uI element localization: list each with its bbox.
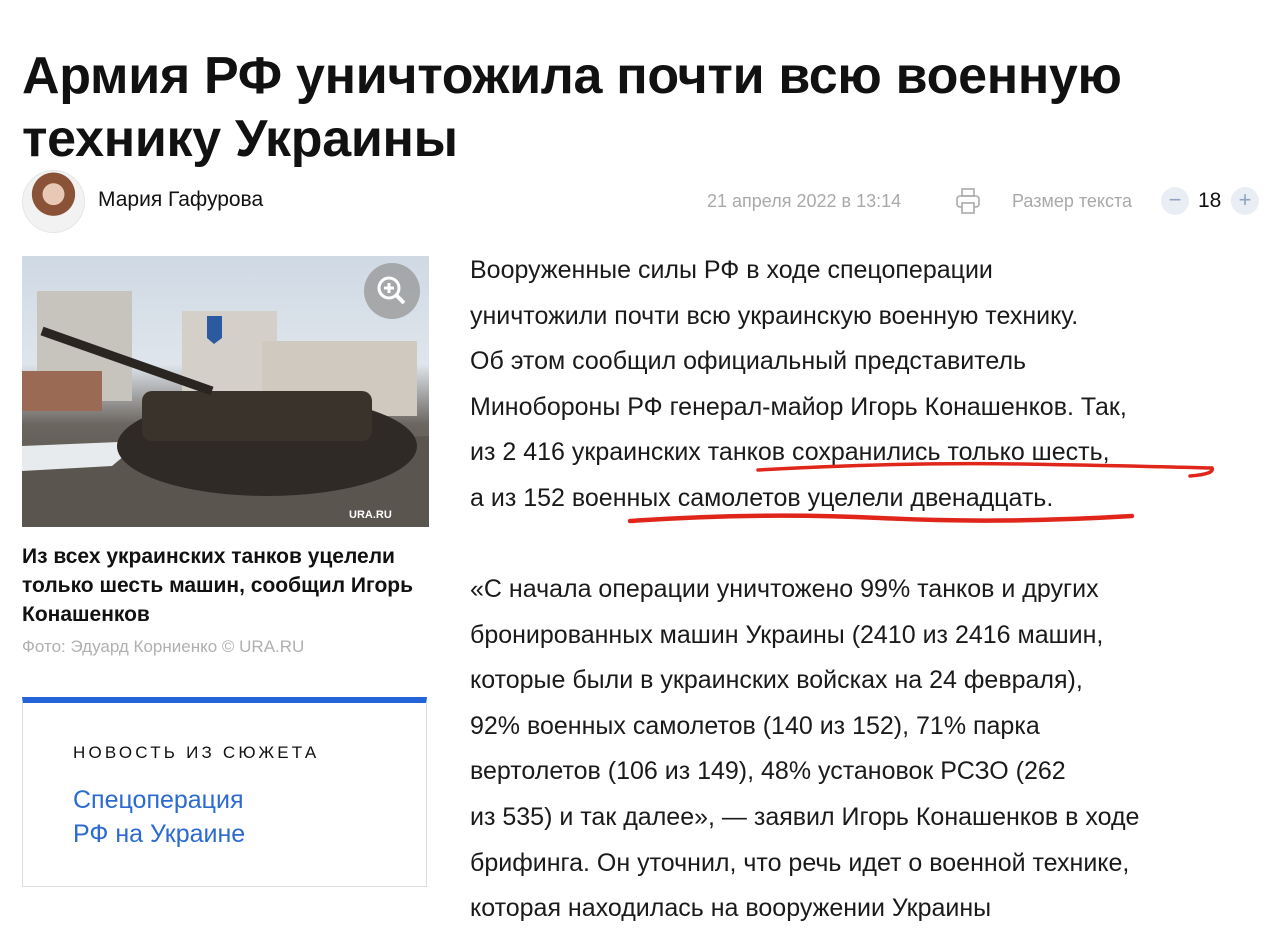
paragraph-line: вертолетов (106 из 149), 48% установок Р…	[470, 757, 1066, 786]
paragraph-line: «С начала операции уничтожено 99% танков…	[470, 575, 1099, 603]
paragraph-line: которые были в украинских войсках на 24 …	[470, 666, 1083, 695]
paragraph-line: 92% военных самолетов (140 из 152), 71% …	[470, 711, 1040, 740]
red-underline-planes	[627, 513, 1135, 524]
paragraph-line: уничтожили почти всю украинскую военную …	[470, 301, 1079, 330]
print-icon[interactable]	[955, 187, 981, 215]
photo-credit: Фото: Эдуард Корниенко © URA.RU	[22, 637, 305, 656]
text-size-label: Размер текста	[1012, 191, 1133, 211]
paragraph-line: Вооруженные силы РФ в ходе спецоперации	[470, 256, 993, 284]
publish-date: 21 апреля 2022 в 13:14	[707, 191, 902, 211]
story-link-line[interactable]: Спецоперация	[73, 786, 244, 814]
paragraph-line: Об этом сообщил официальный представител…	[470, 347, 1027, 376]
paragraph-line: а из 152 военных самолетов уцелели двена…	[470, 484, 1054, 512]
paragraph-line: бронированных машин Украины (2410 из 241…	[470, 620, 1104, 649]
story-link-line[interactable]: РФ на Украине	[73, 820, 246, 848]
paragraph-line: Минобороны РФ генерал-майор Игорь Конаше…	[470, 392, 1127, 421]
paragraph-line: которая находилась на вооружении Украины	[470, 894, 992, 923]
related-story-box: НОВОСТЬ ИЗ СЮЖЕТА Спецоперация РФ на Укр…	[22, 697, 427, 887]
story-label: НОВОСТЬ ИЗ СЮЖЕТА	[73, 743, 320, 762]
photo-caption: Из всех украинских танков уцелели только…	[22, 545, 414, 626]
author-name[interactable]: Мария Гафурова	[98, 188, 264, 211]
tank-photo-illustration: URA.RU	[22, 291, 429, 527]
author-avatar[interactable]	[22, 170, 85, 233]
increase-text-size-button[interactable]: +	[1231, 187, 1259, 215]
article-title: Армия РФ уничтожила почти всю военную те…	[22, 46, 1122, 168]
article-photo[interactable]: URA.RU	[22, 256, 429, 527]
paragraph-line: из 2 416 украинских танков сохранились т…	[470, 438, 1110, 467]
story-link[interactable]: Спецоперация РФ на Украине	[73, 783, 245, 851]
photo-watermark: URA.RU	[349, 509, 392, 521]
paragraph-line: из 535) и так далее», — заявил Игорь Кон…	[470, 803, 1140, 831]
zoom-in-icon[interactable]	[364, 263, 420, 319]
decrease-text-size-button[interactable]: −	[1161, 187, 1189, 215]
paragraph-line: брифинга. Он уточнил, что речь идет о во…	[470, 848, 1130, 877]
text-size-value: 18	[1198, 189, 1222, 212]
